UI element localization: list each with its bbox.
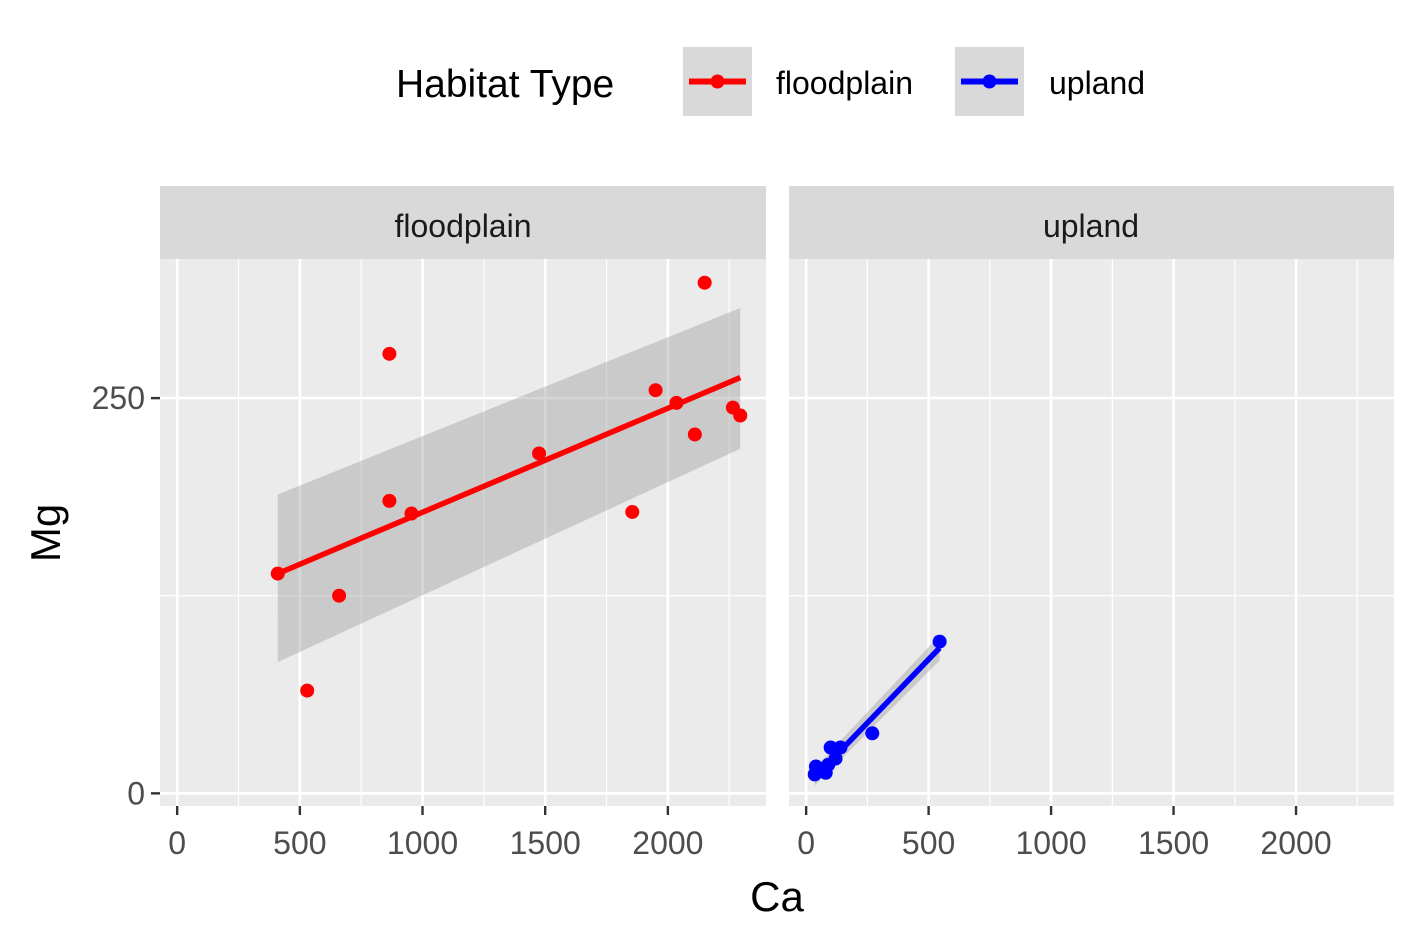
strip-upland [789,186,1394,259]
x-tick-label: 0 [168,825,186,861]
panel-upland: upland 0 500 1000 1500 2000 [789,186,1394,861]
panel-background-floodplain [160,259,766,806]
data-point [687,427,702,442]
y-tick-label: 250 [92,380,145,416]
data-point [332,588,347,603]
data-point [932,634,947,649]
legend-title: Habitat Type [396,63,614,106]
data-point [648,383,663,398]
confidence-band [277,308,741,663]
legend-key-upland-point [982,74,997,89]
x-tick-label: 1500 [1138,825,1209,861]
panel-floodplain: floodplain 0 500 1000 1500 2000 [160,186,766,861]
x-axis-upland: 0 500 1000 1500 2000 [797,806,1332,861]
legend-label-floodplain: floodplain [776,65,913,101]
x-tick-label: 0 [797,825,815,861]
data-point [404,506,419,521]
data-point [382,346,397,361]
data-point [865,726,880,741]
strip-floodplain [160,186,766,259]
x-tick-label: 1500 [510,825,581,861]
confidence-band-floodplain [277,308,741,663]
data-point [382,493,397,508]
x-axis-floodplain: 0 500 1000 1500 2000 [168,806,703,861]
x-tick-label: 500 [902,825,955,861]
data-point [669,395,684,410]
data-point [625,504,640,519]
legend: Habitat Type floodplain upland [396,45,1145,118]
data-point [270,566,285,581]
x-tick-label: 500 [273,825,326,861]
grid-upland [789,259,1394,806]
legend-label-upland: upland [1049,65,1145,101]
x-axis-title: Ca [750,873,804,920]
strip-label-upland: upland [1043,208,1139,244]
data-point [823,740,838,755]
y-tick-label: 0 [127,775,145,811]
x-tick-label: 2000 [1260,825,1331,861]
data-point [300,683,315,698]
y-axis-title: Mg [22,504,69,562]
data-point [828,751,843,766]
grid-floodplain [160,259,766,806]
points-upland [807,634,947,782]
legend-key-floodplain-point [710,74,725,89]
regression-line [276,375,742,577]
data-point [532,446,547,461]
data-point [833,740,848,755]
panel-background-upland [789,259,1394,806]
fit-line-floodplain [276,375,742,577]
strip-label-floodplain: floodplain [395,208,532,244]
x-tick-label: 1000 [1015,825,1086,861]
x-tick-label: 1000 [387,825,458,861]
data-point [733,408,748,423]
points-floodplain [270,275,748,698]
data-point [697,275,712,290]
y-axis: 0 250 [92,380,160,811]
x-tick-label: 2000 [632,825,703,861]
